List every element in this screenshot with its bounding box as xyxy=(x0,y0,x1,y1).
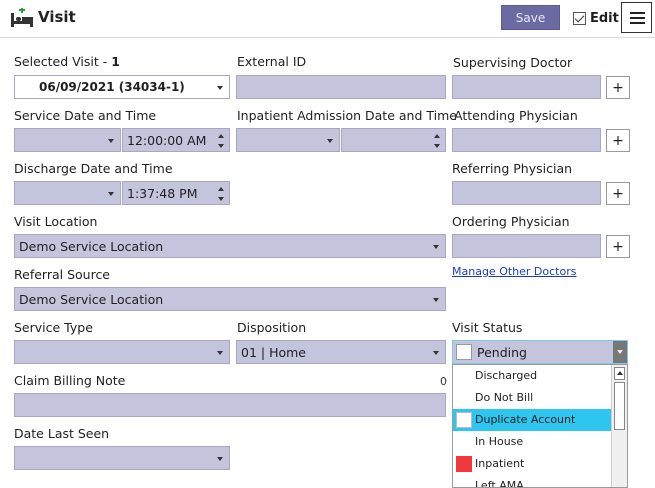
dropdown-option[interactable]: Left AMA xyxy=(475,479,524,488)
visit-status-label: Visit Status xyxy=(452,320,523,335)
menu-button[interactable] xyxy=(621,2,652,33)
visit-status-dropdown[interactable]: Discharged Do Not Bill Duplicate Account… xyxy=(452,364,628,488)
add-supervising-doctor-button[interactable]: + xyxy=(606,76,630,99)
add-ordering-physician-button[interactable]: + xyxy=(606,235,630,258)
chevron-down-icon[interactable] xyxy=(613,341,627,363)
external-id-input[interactable] xyxy=(236,75,446,99)
discharge-datetime-label: Discharge Date and Time xyxy=(14,161,173,176)
hospital-bed-icon xyxy=(11,8,33,27)
chevron-down-icon xyxy=(217,86,223,90)
status-color-swatch xyxy=(456,344,472,360)
discharge-time-value: 1:37:48 PM xyxy=(127,186,198,201)
spin-down-icon[interactable] xyxy=(218,144,224,148)
spin-up-icon[interactable] xyxy=(218,187,224,191)
referring-physician-select[interactable] xyxy=(452,181,601,205)
service-time-value: 12:00:00 AM xyxy=(127,133,207,148)
page-header: Visit Save Edit xyxy=(0,0,655,38)
inpatient-admission-time-input[interactable] xyxy=(341,128,446,152)
char-count: 0 xyxy=(440,375,447,388)
chevron-down-icon xyxy=(327,139,333,143)
chevron-down-icon xyxy=(108,139,114,143)
plus-icon: + xyxy=(612,79,624,96)
attending-physician-select[interactable] xyxy=(452,128,601,152)
manage-other-doctors-link[interactable]: Manage Other Doctors xyxy=(452,265,577,278)
service-type-select[interactable] xyxy=(14,340,230,364)
spin-down-icon[interactable] xyxy=(434,144,440,148)
supervising-doctor-select[interactable] xyxy=(452,75,601,99)
referral-source-value: Demo Service Location xyxy=(19,292,164,307)
chevron-down-icon xyxy=(433,351,439,355)
external-id-label: External ID xyxy=(237,54,307,69)
visit-location-select[interactable]: Demo Service Location xyxy=(14,234,446,258)
date-last-seen-select[interactable] xyxy=(14,446,230,470)
referring-physician-label: Referring Physician xyxy=(452,161,573,176)
add-attending-physician-button[interactable]: + xyxy=(606,129,630,152)
ordering-physician-label: Ordering Physician xyxy=(452,214,570,229)
chevron-down-icon xyxy=(217,351,223,355)
page-title: Visit xyxy=(38,8,76,26)
dropdown-option[interactable]: Discharged xyxy=(475,369,538,382)
referral-source-select[interactable]: Demo Service Location xyxy=(14,287,446,311)
plus-icon: + xyxy=(612,238,624,255)
chevron-down-icon xyxy=(108,192,114,196)
visit-status-select[interactable]: Pending xyxy=(452,340,628,364)
disposition-value: 01 | Home xyxy=(241,345,306,360)
service-time-input[interactable]: 12:00:00 AM xyxy=(122,128,230,152)
dropdown-option[interactable]: Inpatient xyxy=(453,453,611,475)
referral-source-label: Referral Source xyxy=(14,267,111,282)
scroll-up-icon[interactable] xyxy=(614,367,625,380)
dropdown-scrollbar[interactable] xyxy=(611,365,627,487)
spin-down-icon[interactable] xyxy=(218,197,224,201)
save-button[interactable]: Save xyxy=(501,5,560,30)
chevron-down-icon xyxy=(433,245,439,249)
scrollbar-thumb[interactable] xyxy=(614,382,625,430)
plus-icon: + xyxy=(612,185,624,202)
supervising-doctor-label: Supervising Doctor xyxy=(453,55,573,70)
status-color-swatch xyxy=(456,456,472,472)
service-datetime-label: Service Date and Time xyxy=(14,108,157,123)
visit-location-label: Visit Location xyxy=(14,214,98,229)
spin-up-icon[interactable] xyxy=(434,134,440,138)
discharge-time-input[interactable]: 1:37:48 PM xyxy=(122,181,230,205)
dropdown-option[interactable]: Do Not Bill xyxy=(475,391,534,404)
selected-visit-select[interactable]: 06/09/2021 (34034-1) xyxy=(14,75,230,99)
visit-location-value: Demo Service Location xyxy=(19,239,164,254)
ordering-physician-select[interactable] xyxy=(452,234,601,258)
disposition-label: Disposition xyxy=(237,320,307,335)
claim-billing-note-input[interactable] xyxy=(14,393,446,417)
chevron-down-icon xyxy=(217,457,223,461)
discharge-date-select[interactable] xyxy=(14,181,121,205)
add-referring-physician-button[interactable]: + xyxy=(606,182,630,205)
chevron-down-icon xyxy=(433,298,439,302)
visit-status-value: Pending xyxy=(477,345,527,360)
disposition-select[interactable]: 01 | Home xyxy=(236,340,446,364)
selected-visit-value: 06/09/2021 (34034-1) xyxy=(39,80,185,94)
edit-checkbox[interactable] xyxy=(573,11,586,25)
status-color-swatch xyxy=(456,412,472,428)
selected-visit-label: Selected Visit -1 xyxy=(14,54,120,69)
attending-physician-label: Attending Physician xyxy=(454,108,578,123)
plus-icon: + xyxy=(612,132,624,149)
dropdown-option-selected[interactable]: Duplicate Account xyxy=(453,409,611,431)
date-last-seen-label: Date Last Seen xyxy=(14,426,110,441)
inpatient-admission-label: Inpatient Admission Date and Time xyxy=(237,108,457,123)
spin-up-icon[interactable] xyxy=(218,134,224,138)
service-date-select[interactable] xyxy=(14,128,121,152)
inpatient-admission-date-select[interactable] xyxy=(236,128,340,152)
service-type-label: Service Type xyxy=(14,320,93,335)
claim-billing-note-label: Claim Billing Note xyxy=(14,373,126,388)
dropdown-option[interactable]: In House xyxy=(475,435,524,448)
edit-toggle[interactable]: Edit xyxy=(573,9,619,27)
edit-label: Edit xyxy=(590,10,619,26)
